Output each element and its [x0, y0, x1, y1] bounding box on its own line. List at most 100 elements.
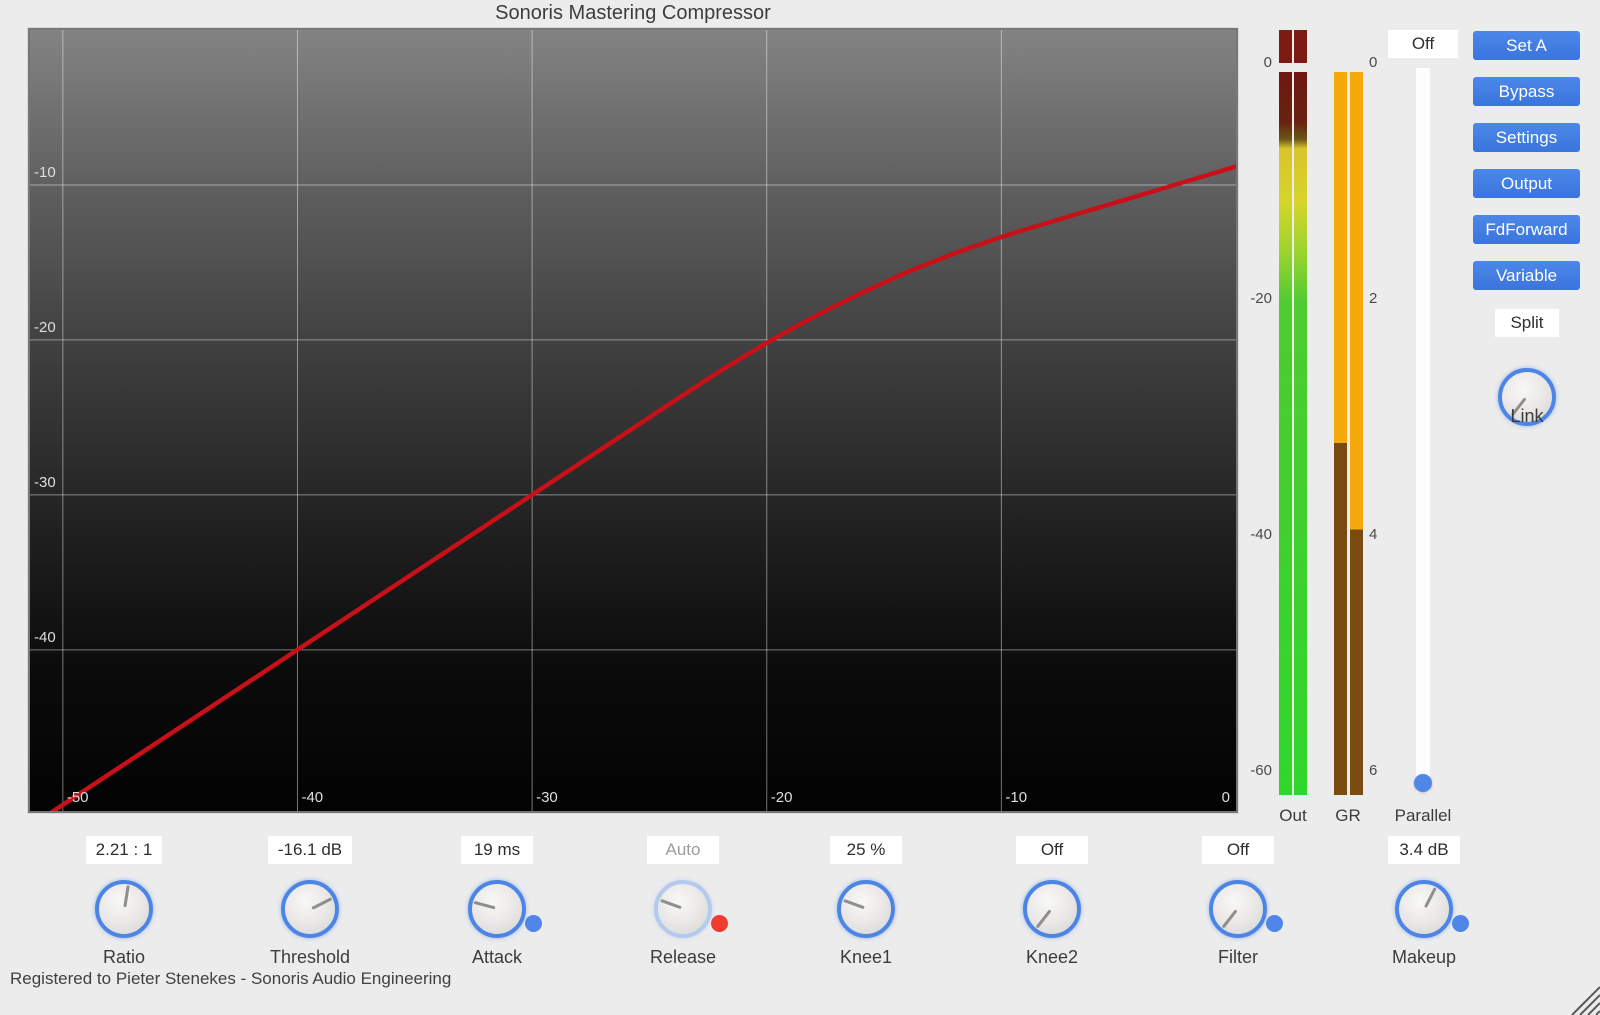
knee2-knob[interactable]: [1023, 880, 1081, 938]
parallel-slider-track[interactable]: [1416, 68, 1430, 793]
attack-control: 19 ms Attack: [405, 836, 589, 968]
knee2-value-box[interactable]: Off: [1016, 836, 1088, 864]
out-meter-tick: 0: [1263, 54, 1272, 71]
bypass-button[interactable]: Bypass: [1473, 77, 1580, 106]
gr-meter-label: GR: [1335, 806, 1361, 825]
link-value-box[interactable]: Split: [1495, 309, 1559, 337]
attack-knob-face: [468, 880, 526, 938]
knee1-control: 25 % Knee1: [774, 836, 958, 968]
gr-meter-tick: 6: [1369, 762, 1378, 779]
out-meter-overload-right: [1294, 30, 1307, 63]
threshold-knob-face: [281, 880, 339, 938]
out-meter-bar-left: [1279, 72, 1292, 795]
gr-meter-tick: 4: [1369, 526, 1378, 543]
resize-grip[interactable]: [1558, 973, 1600, 1015]
out-meter-tick: -40: [1250, 526, 1272, 543]
ratio-control: 2.21 : 1 Ratio: [32, 836, 216, 968]
filter-mode-dot: [1266, 915, 1283, 932]
parallel-value-box[interactable]: Off: [1388, 30, 1458, 58]
filter-value-box[interactable]: Off: [1202, 836, 1274, 864]
knee2-knob-pointer: [1036, 909, 1052, 929]
link-knob-slot: [1498, 352, 1556, 426]
knee2-knob-label: Knee2: [1025, 947, 1079, 967]
threshold-knob-pointer: [311, 896, 333, 910]
out-meter-label: Out: [1279, 806, 1307, 825]
ratio-value-box[interactable]: 2.21 : 1: [85, 836, 163, 864]
out-meter-bar-right: [1294, 72, 1307, 795]
release-knob-pointer: [659, 899, 682, 910]
filter-knob-pointer: [1222, 909, 1238, 929]
x-tick-label: -40: [301, 789, 324, 806]
knee1-knob-pointer: [842, 899, 865, 910]
y-tick-label: -40: [34, 628, 56, 646]
y-tick-label: -20: [34, 318, 56, 336]
link-knob-label: Link: [1510, 406, 1544, 426]
knee1-knob-label: Knee1: [839, 947, 893, 967]
makeup-knob[interactable]: [1395, 880, 1469, 938]
attack-knob[interactable]: [468, 880, 542, 938]
ratio-knob-pointer: [122, 885, 130, 908]
release-control: Auto Release: [591, 836, 775, 968]
release-knob[interactable]: [654, 880, 728, 938]
gridlines: [30, 30, 1236, 811]
attack-knob-pointer: [473, 901, 496, 910]
release-knob-face: [654, 880, 712, 938]
x-tick-label: -30: [536, 789, 558, 806]
parallel-slider-label: Parallel: [1394, 806, 1452, 825]
transfer-curve-graph: -50 -40 -30 -20 -10 0 -10 -20 -30 -40: [28, 28, 1238, 813]
output-button[interactable]: Output: [1473, 169, 1580, 198]
y-tick-label: -10: [34, 163, 56, 181]
attack-knob-label: Attack: [471, 947, 523, 967]
knee1-value-box[interactable]: 25 %: [830, 836, 902, 864]
gr-meter-tick: 0: [1369, 54, 1378, 71]
release-knob-label: Release: [649, 947, 717, 967]
ratio-knob-face: [95, 880, 153, 938]
x-tick-label: -10: [1005, 789, 1028, 806]
release-value-box[interactable]: Auto: [647, 836, 719, 864]
ratio-knob-label: Ratio: [102, 947, 146, 967]
threshold-knob-label: Threshold: [269, 947, 351, 967]
makeup-mode-dot: [1452, 915, 1469, 932]
knee2-control: Off Knee2: [960, 836, 1144, 968]
settings-button[interactable]: Settings: [1473, 123, 1580, 152]
threshold-value-box[interactable]: -16.1 dB: [267, 836, 353, 864]
filter-knob[interactable]: [1209, 880, 1283, 938]
filter-knob-face: [1209, 880, 1267, 938]
threshold-knob[interactable]: [281, 880, 339, 938]
gr-meter-bar-left: [1334, 72, 1347, 795]
knee2-knob-face: [1023, 880, 1081, 938]
plugin-title: Sonoris Mastering Compressor: [495, 2, 771, 24]
knee1-knob[interactable]: [837, 880, 895, 938]
x-tick-label: -50: [66, 789, 89, 806]
makeup-knob-pointer: [1423, 886, 1437, 908]
gr-meter-tick: 2: [1369, 290, 1378, 307]
x-tick-label: -20: [770, 789, 793, 806]
variable-button[interactable]: Variable: [1473, 261, 1580, 290]
y-tick-label: -30: [34, 473, 56, 491]
transfer-curve: [49, 164, 1236, 811]
registration-text: Registered to Pieter Stenekes - Sonoris …: [10, 969, 452, 988]
attack-mode-dot: [525, 915, 542, 932]
ratio-knob[interactable]: [95, 880, 153, 938]
makeup-knob-face: [1395, 880, 1453, 938]
attack-value-box[interactable]: 19 ms: [461, 836, 533, 864]
gr-meter-bar-right: [1350, 72, 1363, 795]
filter-knob-label: Filter: [1218, 947, 1258, 967]
knee1-knob-face: [837, 880, 895, 938]
out-meter-tick: -20: [1250, 290, 1272, 307]
parallel-slider-handle[interactable]: [1414, 774, 1432, 792]
right-button-column: Set A Bypass Settings Output FdForward Variab…: [1473, 31, 1580, 307]
set-a-button[interactable]: Set A: [1473, 31, 1580, 60]
out-meter-tick: -60: [1250, 762, 1272, 779]
transfer-curve-plot: [30, 30, 1236, 811]
release-mode-dot: [711, 915, 728, 932]
makeup-value-box[interactable]: 3.4 dB: [1388, 836, 1460, 864]
link-knob[interactable]: [1498, 368, 1556, 426]
link-knob-face: [1498, 368, 1556, 426]
makeup-control: 3.4 dB Makeup: [1332, 836, 1516, 968]
filter-control: Off Filter: [1146, 836, 1330, 968]
fdforward-button[interactable]: FdForward: [1473, 215, 1580, 244]
threshold-control: -16.1 dB Threshold: [218, 836, 402, 968]
out-meter-overload-left: [1279, 30, 1292, 63]
makeup-knob-label: Makeup: [1391, 947, 1457, 967]
